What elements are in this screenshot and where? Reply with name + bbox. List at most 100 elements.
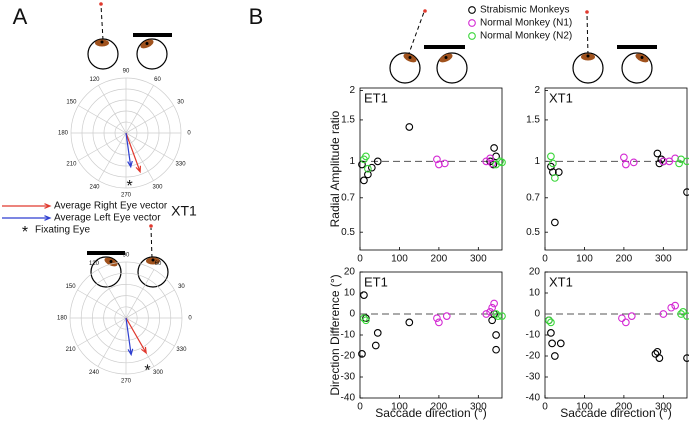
y-tick-label: -20 (526, 351, 541, 362)
y-tick-label: 20 (529, 267, 541, 278)
data-point (490, 299, 498, 308)
data-point (488, 159, 496, 168)
angle-label: 270 (121, 379, 132, 385)
angle-grid (125, 269, 155, 319)
data-point (556, 339, 565, 348)
y-tick-label: -30 (526, 372, 541, 383)
data-point (405, 123, 414, 131)
y-tick-label: -40 (341, 393, 356, 404)
angle-grid (125, 85, 154, 134)
data-point (440, 159, 449, 168)
data-point (360, 291, 368, 299)
angle-label: 120 (89, 261, 100, 267)
angle-grid (77, 317, 127, 347)
data-point (551, 174, 559, 182)
data-point (364, 164, 372, 173)
y-tick-label: 1 (534, 156, 540, 167)
data-point (549, 159, 557, 168)
angle-label: 90 (123, 69, 130, 75)
vector-arrow (125, 132, 142, 174)
legend-label: Normal Monkey (N1) (480, 18, 572, 29)
plot-title: ET1 (364, 90, 388, 105)
vector-arrow (125, 132, 133, 169)
legend-label: Average Left Eye vector (54, 213, 161, 224)
y-tick-label: 20 (344, 267, 356, 278)
legend-label: Normal Monkey (N2) (480, 31, 572, 42)
legend-label: Average Right Eye vector (54, 201, 168, 212)
y-axis-label: Direction Difference (°) (328, 274, 342, 395)
data-point (671, 301, 680, 310)
y-tick-label: -10 (341, 330, 356, 341)
data-point (405, 318, 414, 327)
legend-marker (468, 6, 476, 14)
x-axis-label: Saccade direction (°) (375, 406, 487, 420)
data-point (618, 314, 626, 323)
data-point (371, 341, 380, 350)
data-point (435, 318, 443, 327)
angle-grid (125, 132, 154, 181)
data-point (683, 312, 689, 320)
y-tick-label: -20 (341, 351, 356, 362)
x-tick-label: 0 (357, 402, 363, 413)
data-point (358, 160, 366, 169)
data-point (442, 312, 451, 320)
data-point (622, 160, 630, 169)
y-tick-label: 2 (534, 85, 540, 96)
y-tick-label: 1.5 (341, 115, 355, 126)
data-point (667, 303, 676, 312)
plot-title: XT1 (549, 90, 573, 105)
panel-label: A (13, 4, 28, 29)
data-point (490, 144, 498, 152)
data-point (659, 310, 668, 318)
angle-label: 60 (154, 77, 161, 83)
angle-label: 150 (66, 284, 77, 290)
data-point (547, 329, 555, 337)
angle-label: 180 (58, 131, 69, 137)
angle-label: 120 (89, 77, 100, 83)
y-tick-label: 1.5 (526, 115, 540, 126)
data-point (545, 316, 553, 325)
data-point (362, 316, 370, 325)
legend-label: Strabismic Monkeys (480, 5, 569, 16)
y-tick-label: -40 (526, 393, 541, 404)
data-point (488, 303, 496, 312)
eye-diagram (87, 2, 172, 70)
angle-grid (78, 105, 127, 134)
y-axis-label: Radial Amplitude ratio (328, 110, 342, 227)
data-point (627, 312, 636, 320)
angle-grid (97, 269, 127, 319)
plot-frame (544, 271, 688, 399)
data-point (548, 339, 556, 348)
data-point (679, 308, 687, 316)
y-tick-label: -30 (341, 372, 356, 383)
angle-label: 0 (187, 131, 191, 137)
plot-title: XT1 (549, 274, 573, 289)
data-point (683, 188, 689, 196)
data-point (498, 312, 506, 320)
data-point (665, 157, 674, 166)
angle-label: 330 (176, 347, 187, 353)
panel-label: B (249, 4, 264, 29)
angle-label: 150 (66, 100, 77, 106)
fixating-eye-marker: * (126, 178, 132, 195)
plot-frame (544, 87, 688, 251)
angle-label: 30 (177, 100, 184, 106)
angle-label: 180 (57, 316, 68, 322)
data-point (362, 152, 370, 161)
angle-label: 300 (153, 370, 164, 376)
data-point (494, 312, 502, 320)
data-point (675, 159, 683, 168)
data-point (482, 310, 491, 318)
angle-label: 240 (89, 184, 100, 190)
data-point (547, 318, 555, 327)
angle-label: 270 (121, 193, 132, 199)
data-point (659, 157, 668, 166)
x-tick-label: 200 (616, 254, 633, 265)
data-point (498, 158, 506, 167)
data-point (551, 218, 559, 227)
angle-label: 210 (66, 162, 77, 168)
plot-title: ET1 (364, 274, 388, 289)
x-tick-label: 300 (655, 402, 672, 413)
x-tick-label: 300 (470, 402, 487, 413)
